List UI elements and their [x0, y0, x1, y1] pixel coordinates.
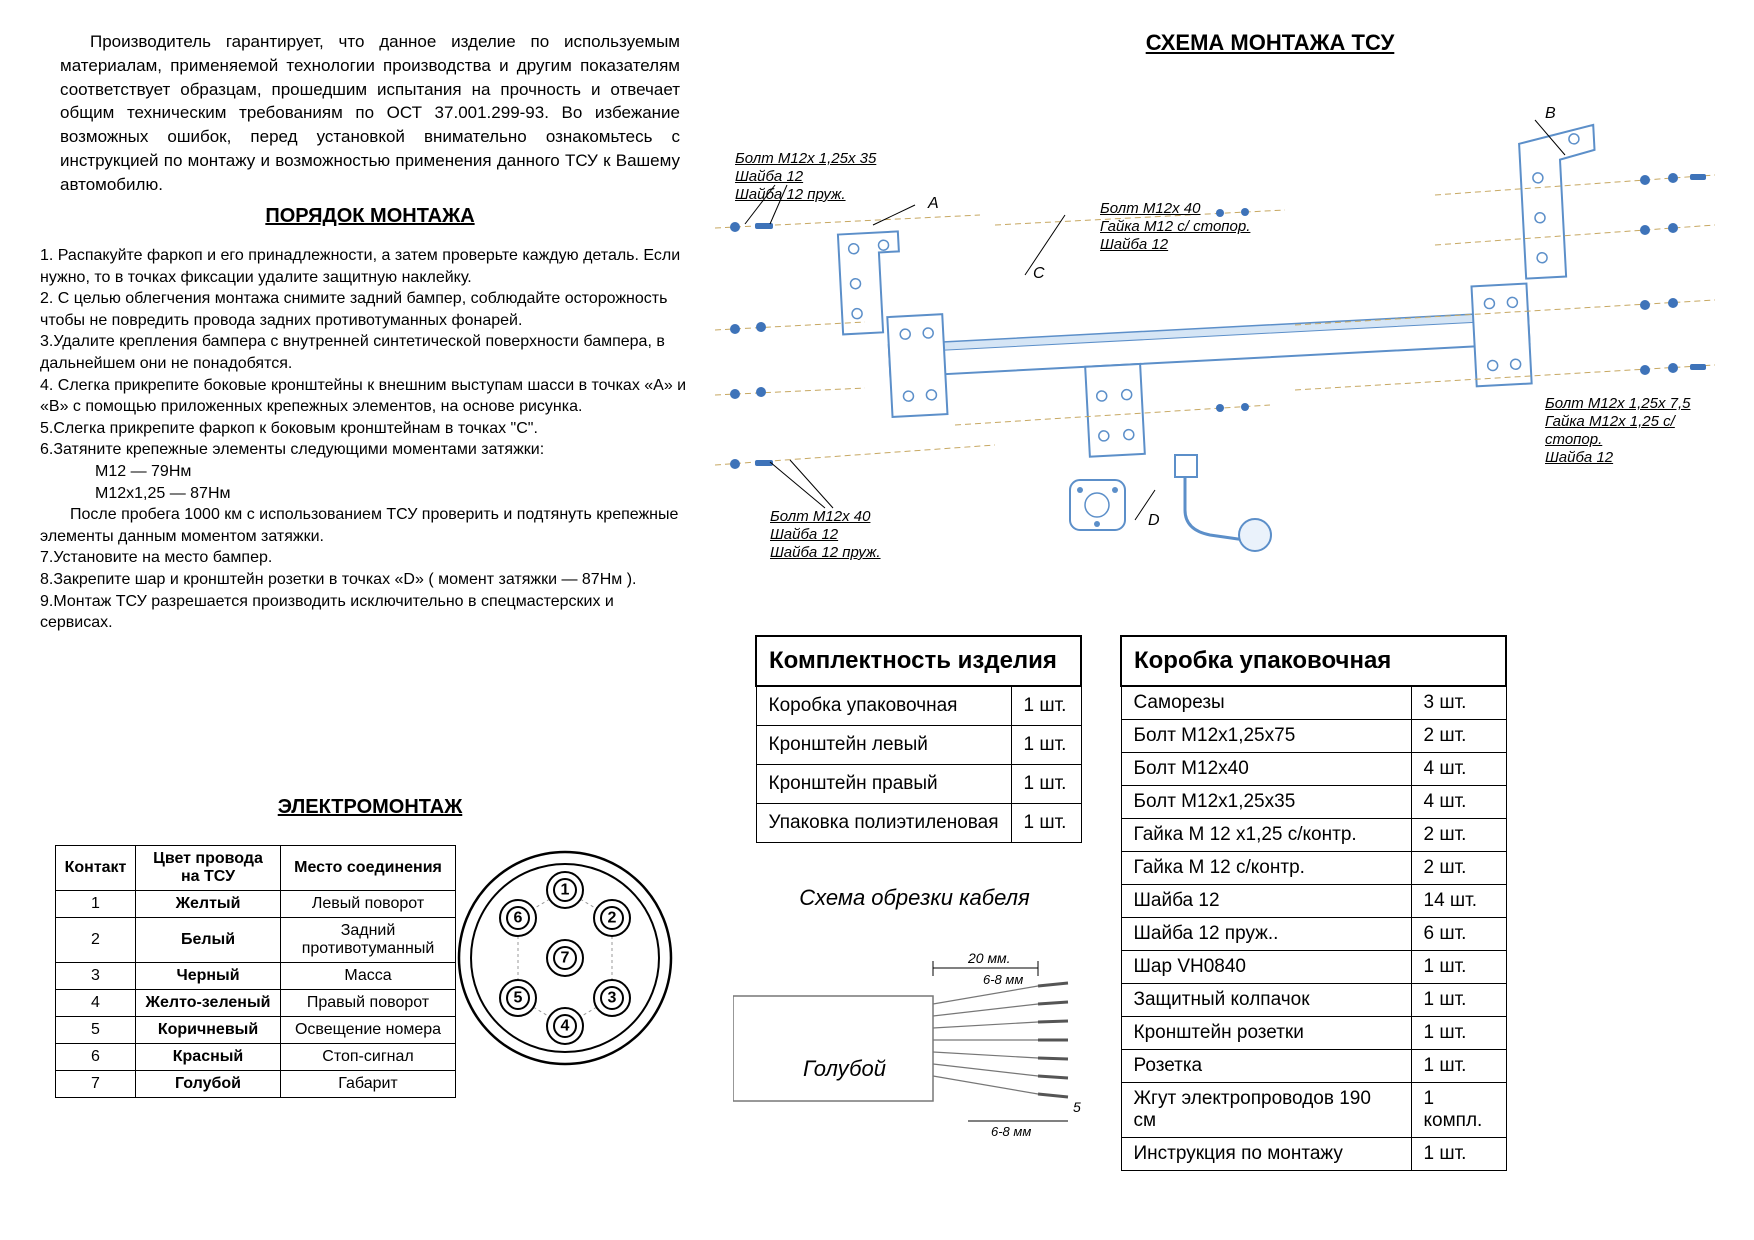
svg-text:7: 7 — [561, 950, 570, 967]
svg-text:2: 2 — [608, 910, 617, 927]
svg-text:6-8 мм: 6-8 мм — [991, 1124, 1031, 1139]
svg-text:3: 3 — [608, 990, 617, 1007]
svg-text:4: 4 — [561, 1018, 570, 1035]
svg-text:С: С — [1033, 265, 1045, 282]
svg-text:6: 6 — [514, 910, 523, 927]
svg-text:В: В — [1545, 105, 1556, 122]
cable-schema: Схема обрезки кабеля Голубой 20 мм. — [733, 885, 1096, 1168]
svg-text:20 мм.: 20 мм. — [967, 950, 1011, 966]
schema-title: СХЕМА МОНТАЖА ТСУ — [870, 30, 1670, 56]
assembly-diagram: А В С D Болт М12х 1,25х 35 Шайба 12 Шайб… — [715, 100, 1715, 600]
svg-text:5: 5 — [514, 990, 523, 1007]
connector-diagram: 1 2 3 4 5 6 7 — [450, 840, 680, 1070]
svg-text:А: А — [927, 195, 939, 212]
svg-text:5: 5 — [1073, 1099, 1081, 1115]
svg-text:1: 1 — [561, 882, 570, 899]
svg-text:Голубой: Голубой — [803, 1056, 886, 1081]
komplekt-table: Комплектность изделия Коробка упаковочна… — [755, 635, 1082, 843]
elektro-title: ЭЛЕКТРОМОНТАЖ — [60, 796, 680, 819]
svg-text:6-8 мм: 6-8 мм — [983, 972, 1023, 987]
order-title: ПОРЯДОК МОНТАЖА — [60, 205, 680, 228]
intro-paragraph: Производитель гарантирует, что данное из… — [60, 30, 680, 197]
korobka-table: Коробка упаковочная Саморезы3 шт. Болт М… — [1120, 635, 1507, 1171]
elektro-table: Контакт Цвет провода на ТСУ Место соедин… — [55, 845, 456, 1098]
order-steps: 1. Распакуйте фаркоп и его принадлежност… — [40, 245, 690, 634]
svg-text:D: D — [1148, 512, 1160, 529]
